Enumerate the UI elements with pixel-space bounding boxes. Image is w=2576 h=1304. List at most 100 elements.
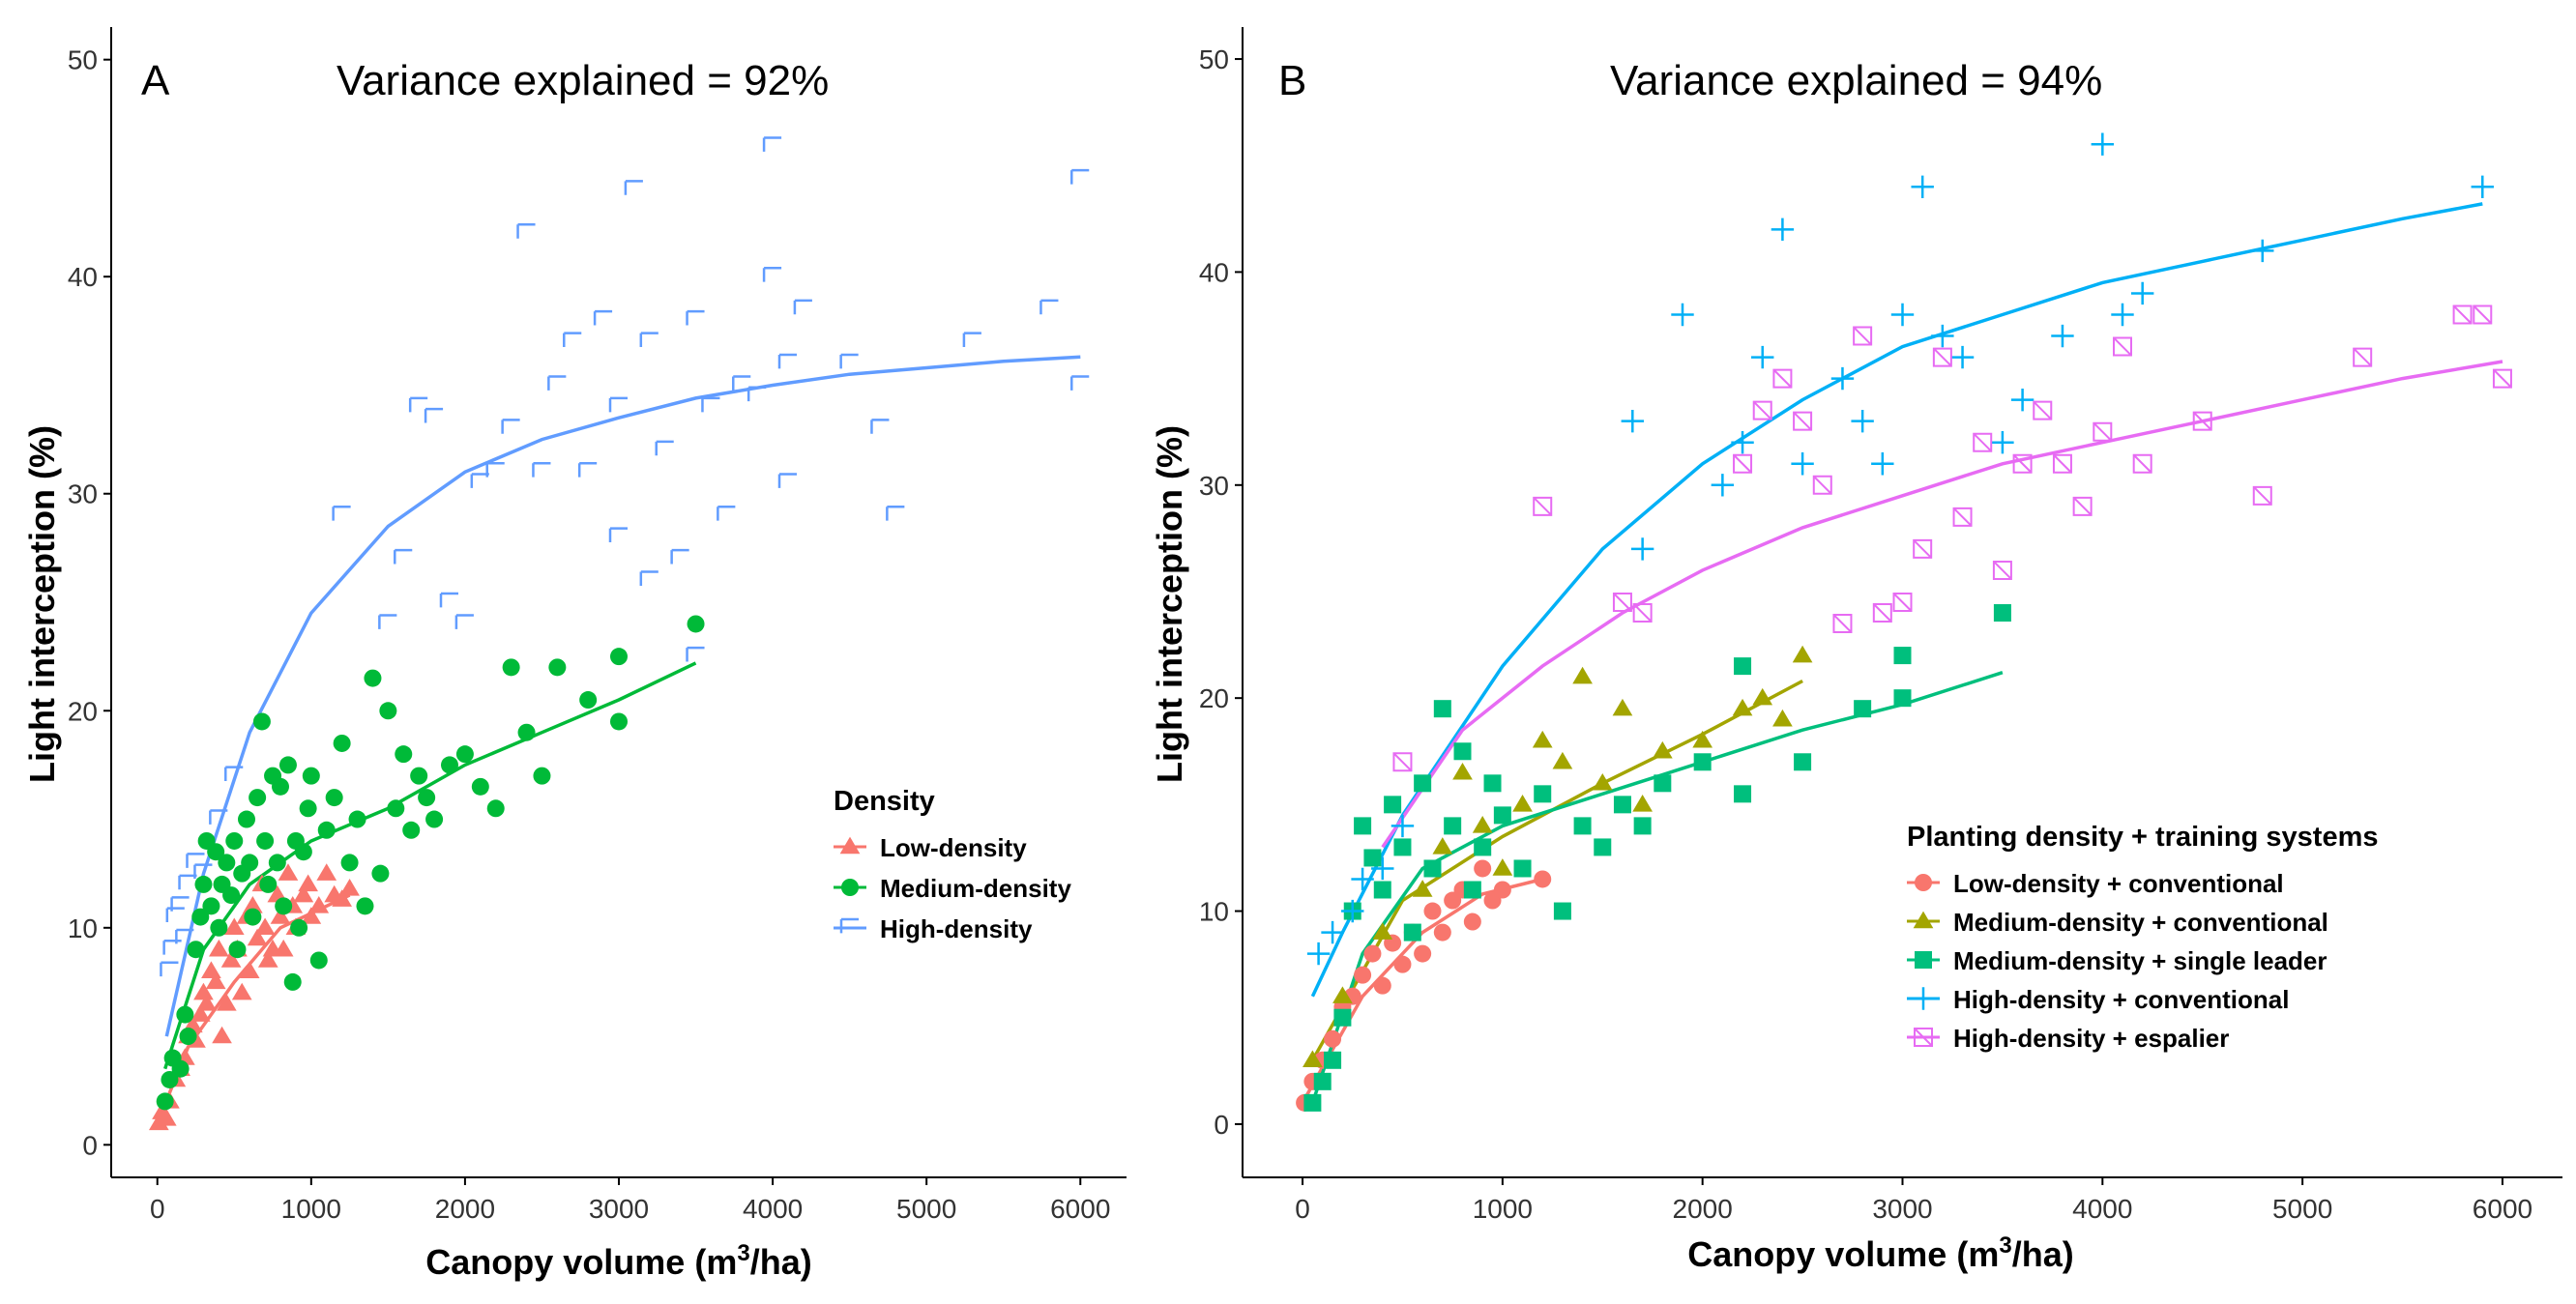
panel-a-point-high-density <box>762 136 782 152</box>
panel-a-point-medium-density <box>275 897 293 915</box>
panel-b-fit-line-medium-density-single-leader <box>1310 671 2004 1104</box>
panel-a-point-high-density <box>717 505 736 521</box>
panel-b-point-medium-density-single-leader <box>1483 774 1502 793</box>
panel-b-point-medium-density-conventional <box>1372 922 1393 940</box>
panel-b-x-tick-label: 1000 <box>1473 1194 1533 1224</box>
panel-b-legend-label-medium-density-single-leader: Medium-density + single leader <box>1953 946 2327 975</box>
panel-b-point-high-density-espalier <box>1973 432 1993 452</box>
panel-b-x-tick-label: 0 <box>1295 1194 1310 1224</box>
panel-a-point-medium-density <box>290 918 308 937</box>
panel-b-point-high-density-espalier <box>1612 593 1632 612</box>
panel-b-legend-key-high-density-conventional <box>1912 987 1935 1010</box>
panel-b-point-high-density-espalier <box>2033 400 2053 420</box>
panel-a-point-high-density <box>170 896 190 912</box>
panel-b-point-high-density-espalier <box>1812 475 1832 495</box>
panel-b-point-high-density-espalier <box>2252 485 2272 506</box>
panel-a-point-high-density <box>577 462 598 478</box>
panel-b-point-medium-density-single-leader <box>1893 647 1912 665</box>
panel-b-y-tick-label: 20 <box>1199 683 1229 713</box>
panel-b-point-high-density-espalier <box>2012 453 2033 474</box>
panel-a-point-high-density <box>624 180 643 195</box>
panel-b-point-medium-density-conventional <box>1792 645 1813 663</box>
panel-a-x-axis-title-end: /ha) <box>750 1242 812 1282</box>
panel-b-fit-line-high-density-espalier <box>1381 360 2503 849</box>
panel-a-point-low-density <box>193 982 214 1000</box>
panel-a-point-medium-density <box>156 1092 174 1111</box>
panel-b-point-medium-density-single-leader <box>1363 849 1382 867</box>
panel-b-point-high-density-conventional <box>2010 388 2034 412</box>
panel-a-point-high-density <box>670 548 689 565</box>
panel-a-point-low-density <box>243 895 263 913</box>
panel-a-axes <box>110 27 1127 1178</box>
panel-b-fit-line-medium-density-conventional <box>1310 679 1803 1061</box>
panel-b-point-medium-density-conventional <box>1732 698 1753 716</box>
panel-a-point-low-density <box>316 863 337 881</box>
panel-a-point-low-density <box>220 950 242 968</box>
panel-a-point-high-density <box>793 299 812 315</box>
panel-b-point-high-density-espalier <box>1772 368 1793 389</box>
panel-b-point-high-density-conventional <box>1390 814 1415 838</box>
panel-a-x-tick-label: 3000 <box>589 1194 649 1224</box>
panel-b-point-high-density-espalier <box>2072 496 2093 516</box>
panel-a-point-low-density <box>148 1113 169 1131</box>
panel-a-point-high-density <box>563 332 582 347</box>
panel-b-legend-label-high-density-conventional: High-density + conventional <box>1953 985 2289 1014</box>
panel-a-point-medium-density <box>610 648 628 666</box>
panel-b-point-high-density-espalier <box>2113 336 2132 357</box>
panel-b-point-medium-density-single-leader <box>1553 902 1571 920</box>
panel-b-point-medium-density-conventional <box>1772 709 1793 727</box>
panel-a-point-medium-density <box>317 821 336 839</box>
panel-a-point-high-density <box>408 396 428 413</box>
panel-b-point-low-density-conventional <box>1534 870 1552 888</box>
panel-a-point-high-density <box>593 309 613 326</box>
panel-b-point-low-density-conventional <box>1324 1029 1342 1048</box>
panel-a-x-axis-title-sup: 3 <box>737 1240 749 1266</box>
panel-a-point-high-density <box>175 928 194 944</box>
panel-a-x-tick-label: 0 <box>150 1194 165 1224</box>
panel-b-point-medium-density-single-leader <box>1854 700 1872 718</box>
panel-b-point-medium-density-single-leader <box>1393 838 1412 856</box>
panel-b-legend-label-high-density-espalier: High-density + espalier <box>1953 1024 2229 1053</box>
panel-b-point-medium-density-single-leader <box>1534 785 1552 803</box>
panel-b-point-medium-density-single-leader <box>1693 753 1712 771</box>
panel-b-y-tick-label: 40 <box>1199 257 1229 287</box>
panel-a-point-medium-density <box>218 854 236 872</box>
panel-b-point-high-density-espalier <box>2132 453 2152 474</box>
panel-a-point-high-density <box>160 961 179 977</box>
panel-a-point-high-density <box>777 353 797 369</box>
panel-a-legend-key-medium-density <box>841 879 859 896</box>
panel-b-point-medium-density-single-leader <box>1444 817 1462 835</box>
panel-a-point-high-density <box>762 266 782 282</box>
panel-a-point-high-density <box>394 548 413 565</box>
panel-b-legend-key-medium-density-conventional <box>1913 911 1934 929</box>
panel-b-point-medium-density-conventional <box>1592 772 1613 791</box>
panel-b-point-medium-density-conventional <box>1572 666 1593 684</box>
panel-a-point-medium-density <box>228 941 247 959</box>
panel-b-point-medium-density-conventional <box>1612 698 1633 716</box>
panel-b-point-medium-density-single-leader <box>1493 806 1511 825</box>
panel-a-x-tick-label: 1000 <box>281 1194 341 1224</box>
panel-a-point-low-density <box>205 971 226 990</box>
panel-b-point-medium-density-conventional <box>1552 751 1573 769</box>
panel-a-point-low-density <box>332 889 352 907</box>
panel-b-point-high-density-conventional <box>2471 175 2494 198</box>
panel-b-label: B <box>1278 57 1306 104</box>
panel-b-point-high-density-conventional <box>2091 132 2115 156</box>
panel-b-point-high-density-espalier <box>1733 453 1753 474</box>
panel-b-point-medium-density-single-leader <box>1734 785 1752 803</box>
panel-a-point-low-density <box>216 994 237 1011</box>
panel-a-x-axis-title-main: Canopy volume (m <box>425 1242 737 1282</box>
panel-a-legend-label-high-density: High-density <box>880 914 1033 943</box>
panel-a-point-medium-density <box>171 1059 190 1078</box>
panel-b-point-high-density-conventional <box>1771 217 1795 242</box>
panel-a-point-medium-density <box>294 843 312 861</box>
panel-a-point-high-density <box>162 939 182 955</box>
panel-a-point-medium-density <box>249 789 267 807</box>
panel-a-point-high-density <box>516 223 536 239</box>
panel-b-point-high-density-conventional <box>1341 899 1364 923</box>
panel-b-point-medium-density-single-leader <box>1414 774 1432 793</box>
panel-b-point-high-density-espalier <box>2192 411 2212 431</box>
panel-a-fit-line-high-density <box>164 355 1081 1037</box>
panel-a-y-tick-label: 40 <box>68 262 98 292</box>
panel-a-point-medium-density <box>379 702 397 720</box>
